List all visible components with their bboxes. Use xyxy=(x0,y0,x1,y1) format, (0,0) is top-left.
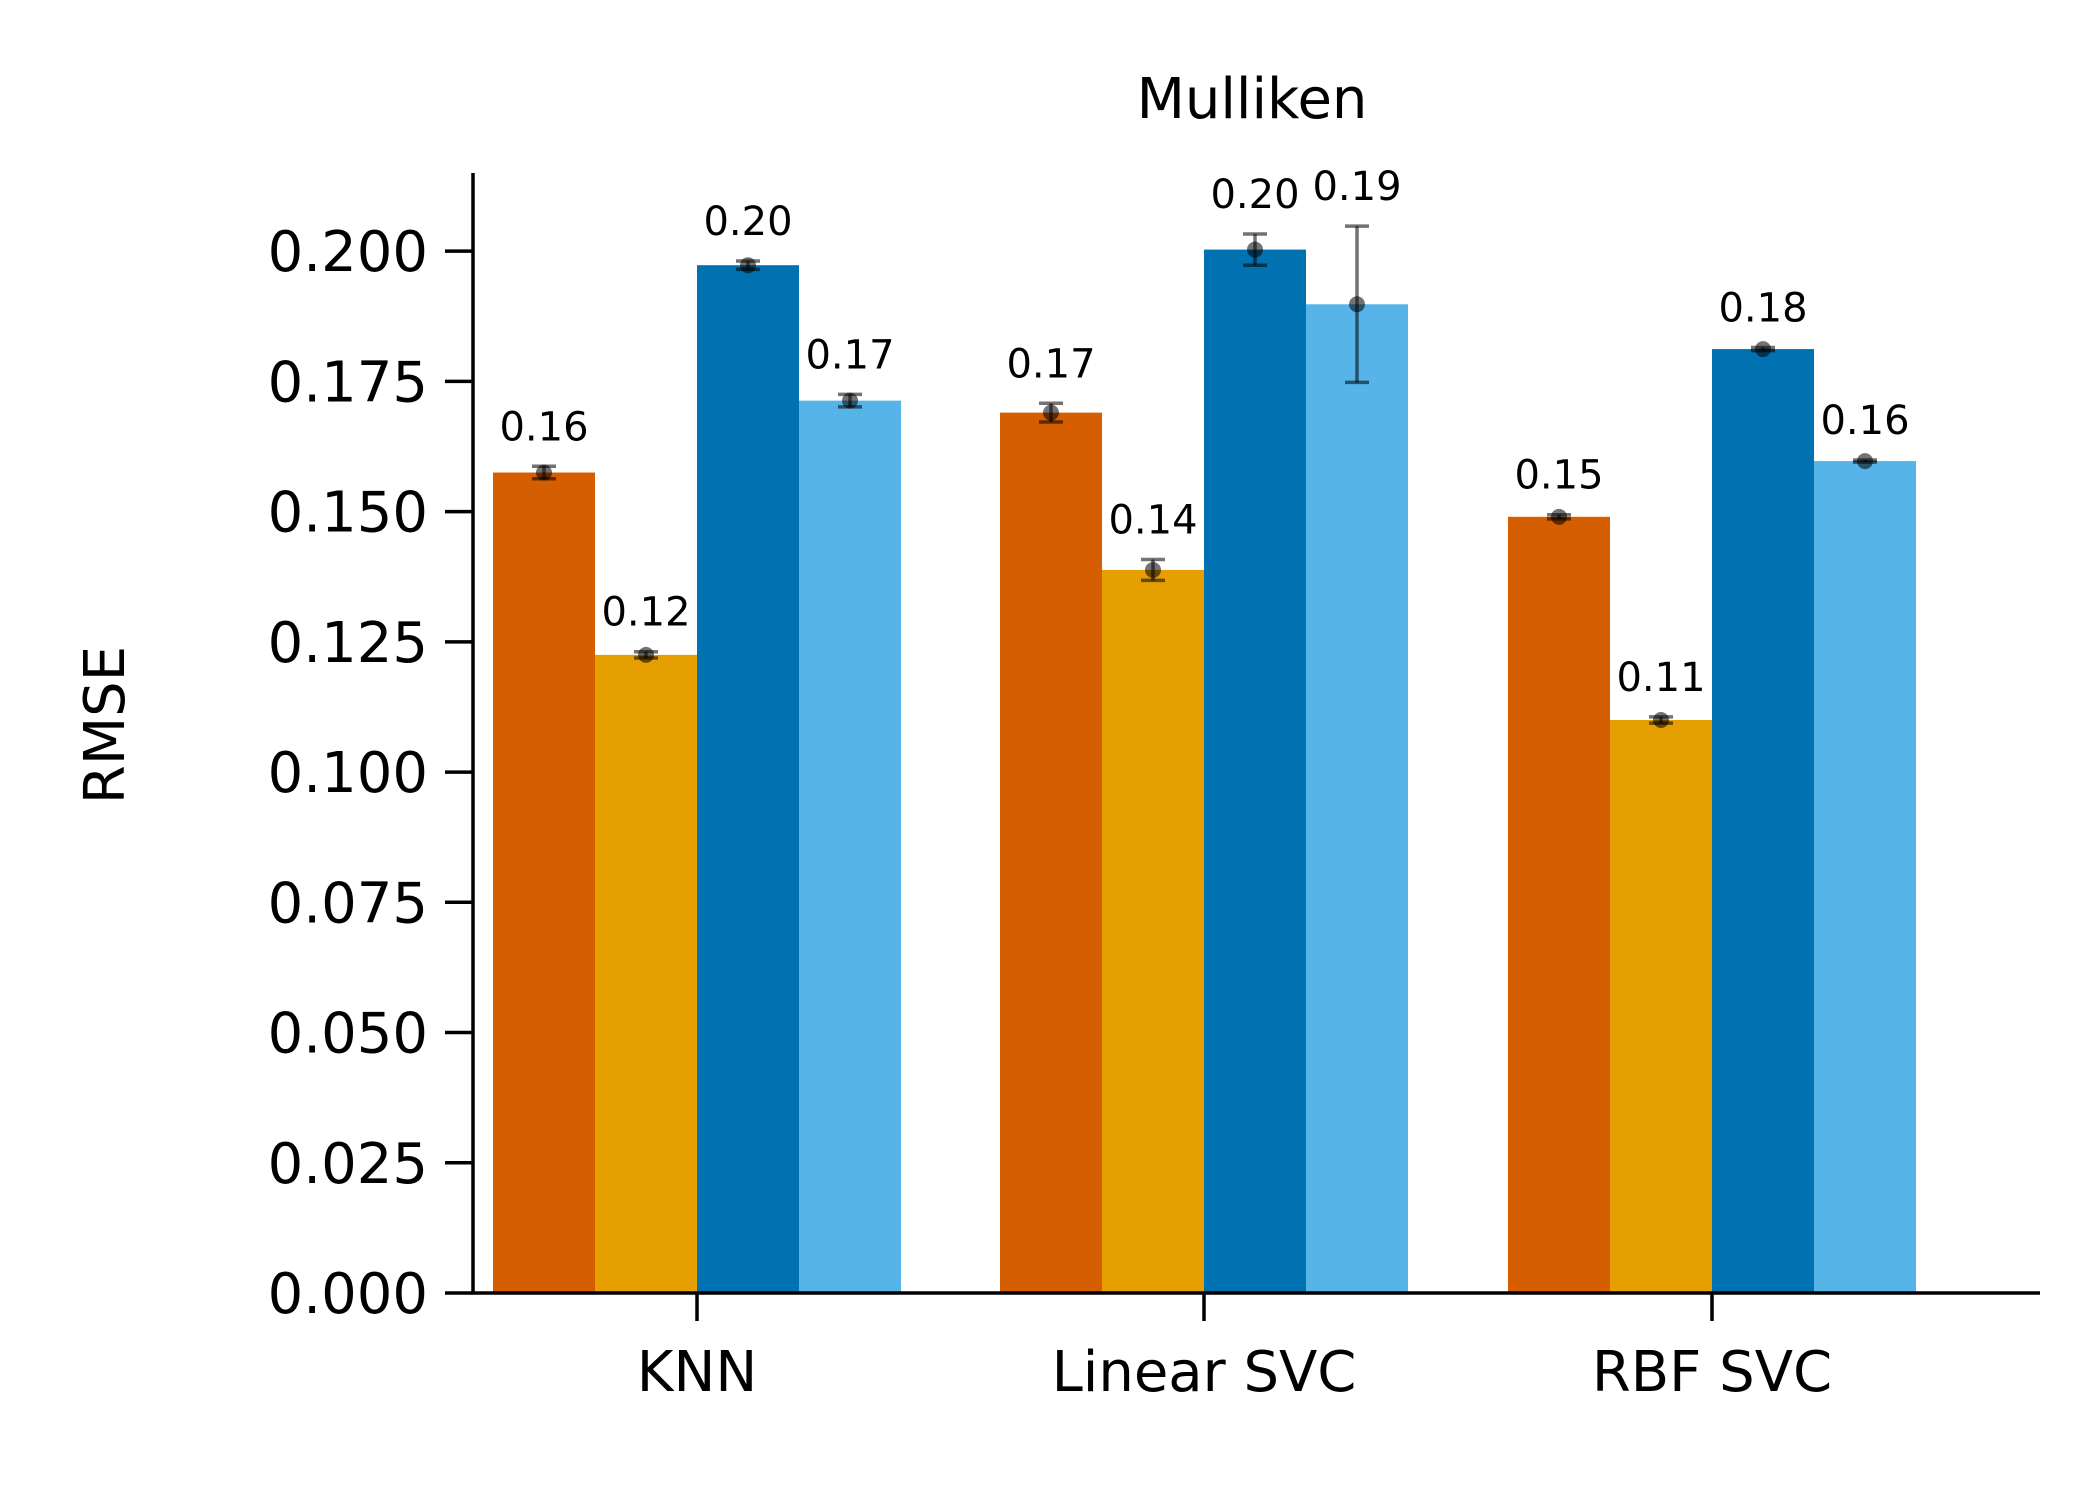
x-tick-label: Linear SVC xyxy=(1052,1340,1357,1405)
bar-rbf-svc-series-1 xyxy=(1508,516,1610,1293)
bar-rbf-svc-series-4 xyxy=(1814,461,1916,1293)
data-label: 0.11 xyxy=(1616,655,1705,701)
bar-rbf-svc-series-2 xyxy=(1610,719,1712,1293)
bar-linear-svc-series-1 xyxy=(1000,412,1102,1293)
bar-linear-svc-series-3 xyxy=(1204,249,1306,1293)
data-label: 0.16 xyxy=(499,404,588,450)
data-label: 0.19 xyxy=(1312,164,1401,210)
data-labels-group: 0.16 0.12 0.20 0.17 0.17 0.14 0.20 0.19 0.15 0.11… xyxy=(499,164,1909,701)
y-tick-label: 0.100 xyxy=(268,741,428,806)
data-label: 0.20 xyxy=(703,199,792,245)
data-label: 0.20 xyxy=(1210,172,1299,218)
data-label: 0.12 xyxy=(601,590,690,636)
x-tick-label: KNN xyxy=(637,1340,758,1405)
y-tick-label: 0.075 xyxy=(268,871,428,936)
mean-point xyxy=(1247,241,1263,258)
bar-knn-series-2 xyxy=(595,654,697,1293)
y-tick-label: 0.025 xyxy=(268,1132,428,1197)
data-label: 0.17 xyxy=(805,332,894,378)
error-bars-group xyxy=(532,224,1877,728)
mean-point xyxy=(1043,404,1059,421)
mean-point xyxy=(1349,296,1365,313)
mean-point xyxy=(1755,341,1771,358)
bar-knn-series-3 xyxy=(697,265,799,1294)
x-tick-label: RBF SVC xyxy=(1592,1340,1832,1405)
bar-linear-svc-series-2 xyxy=(1102,569,1204,1293)
mean-point xyxy=(536,464,552,481)
chart-title: Mulliken xyxy=(1137,67,1368,132)
mean-point xyxy=(1145,561,1161,578)
bar-knn-series-4 xyxy=(799,400,901,1294)
data-label: 0.18 xyxy=(1718,286,1807,332)
mean-point xyxy=(638,646,654,663)
data-label: 0.17 xyxy=(1006,341,1095,387)
mean-point xyxy=(1551,508,1567,525)
data-label: 0.14 xyxy=(1108,498,1197,544)
data-label: 0.15 xyxy=(1514,453,1603,499)
y-axis: 0.000 0.025 0.050 0.075 0.100 0.125 0.150 0.175… xyxy=(268,173,475,1327)
data-label: 0.16 xyxy=(1820,398,1909,444)
y-tick-label: 0.150 xyxy=(268,481,428,546)
mean-point xyxy=(740,257,756,274)
bar-linear-svc-series-4 xyxy=(1306,304,1408,1293)
mean-point xyxy=(1653,711,1669,728)
mean-point xyxy=(1857,453,1873,470)
y-tick-label: 0.125 xyxy=(268,611,428,676)
bar-knn-series-1 xyxy=(493,472,595,1293)
y-tick-label: 0.050 xyxy=(268,1002,428,1067)
bar-rbf-svc-series-3 xyxy=(1712,349,1814,1293)
x-axis: KNN Linear SVC RBF SVC xyxy=(471,1291,2040,1405)
y-axis-label: RMSE xyxy=(73,646,138,804)
bars-group xyxy=(493,249,1916,1294)
y-tick-label: 0.000 xyxy=(268,1262,428,1327)
mean-point xyxy=(842,392,858,409)
y-tick-label: 0.175 xyxy=(268,350,428,415)
y-tick-label: 0.200 xyxy=(268,220,428,285)
